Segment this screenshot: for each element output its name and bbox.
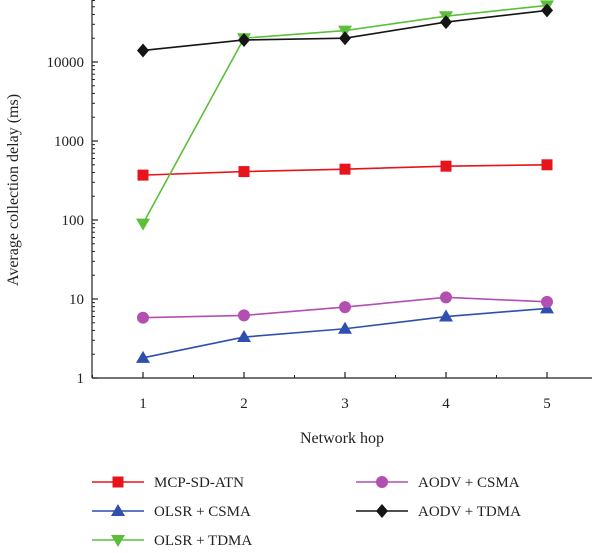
data-point xyxy=(238,309,250,322)
y-tick-label: 100 xyxy=(62,213,85,229)
data-point xyxy=(541,159,553,171)
legend-marker xyxy=(111,504,125,516)
legend-marker xyxy=(376,504,388,518)
data-point xyxy=(136,350,150,363)
legend: MCP-SD-ATN OLSR + CSMA OLSR + TDMA AODV + C… xyxy=(92,475,521,549)
data-point xyxy=(339,163,351,175)
data-point xyxy=(541,3,553,18)
data-point xyxy=(137,43,149,58)
y-tick-label: 10000 xyxy=(47,55,85,71)
legend-item: OLSR + TDMA xyxy=(92,533,252,549)
data-point xyxy=(541,295,553,308)
series-4 xyxy=(137,3,553,58)
data-point xyxy=(339,31,351,46)
y-axis-label: Average collection delay (ms) xyxy=(5,94,22,286)
data-point xyxy=(238,32,250,47)
series-layer xyxy=(136,0,554,363)
legend-label: OLSR + TDMA xyxy=(154,533,252,549)
data-point xyxy=(137,311,149,324)
data-point xyxy=(137,169,149,181)
data-point xyxy=(440,15,452,30)
y-tick-label: 1 xyxy=(77,371,85,387)
legend-label: OLSR + CSMA xyxy=(154,504,251,520)
legend-item: OLSR + CSMA xyxy=(92,504,251,520)
legend-marker xyxy=(376,476,388,488)
data-point xyxy=(238,166,250,178)
x-tick-label: 1 xyxy=(139,396,147,412)
x-tick-label: 5 xyxy=(543,396,551,412)
legend-item: AODV + TDMA xyxy=(356,504,521,520)
legend-marker xyxy=(111,535,125,547)
data-point xyxy=(439,309,453,322)
x-tick-label: 3 xyxy=(341,396,349,412)
legend-label: AODV + CSMA xyxy=(418,475,520,491)
x-tick-label: 4 xyxy=(442,396,450,412)
series-3 xyxy=(137,291,553,324)
axes: 1 10 100 1000 10000 1 2 3 4 5 xyxy=(47,0,592,412)
series-0 xyxy=(137,159,553,181)
y-tick-label: 1000 xyxy=(54,134,84,150)
x-tick-label: 2 xyxy=(240,396,248,412)
x-axis-label: Network hop xyxy=(300,430,384,447)
data-point xyxy=(237,330,251,343)
legend-item: MCP-SD-ATN xyxy=(92,475,244,491)
data-point xyxy=(338,321,352,334)
data-point xyxy=(136,218,150,231)
legend-label: MCP-SD-ATN xyxy=(154,475,244,491)
legend-marker xyxy=(112,476,124,488)
legend-label: AODV + TDMA xyxy=(418,504,521,520)
data-point xyxy=(440,291,452,304)
y-tick-label: 10 xyxy=(69,292,84,308)
legend-item: AODV + CSMA xyxy=(356,475,520,491)
data-point xyxy=(339,301,351,314)
data-point xyxy=(440,160,452,172)
